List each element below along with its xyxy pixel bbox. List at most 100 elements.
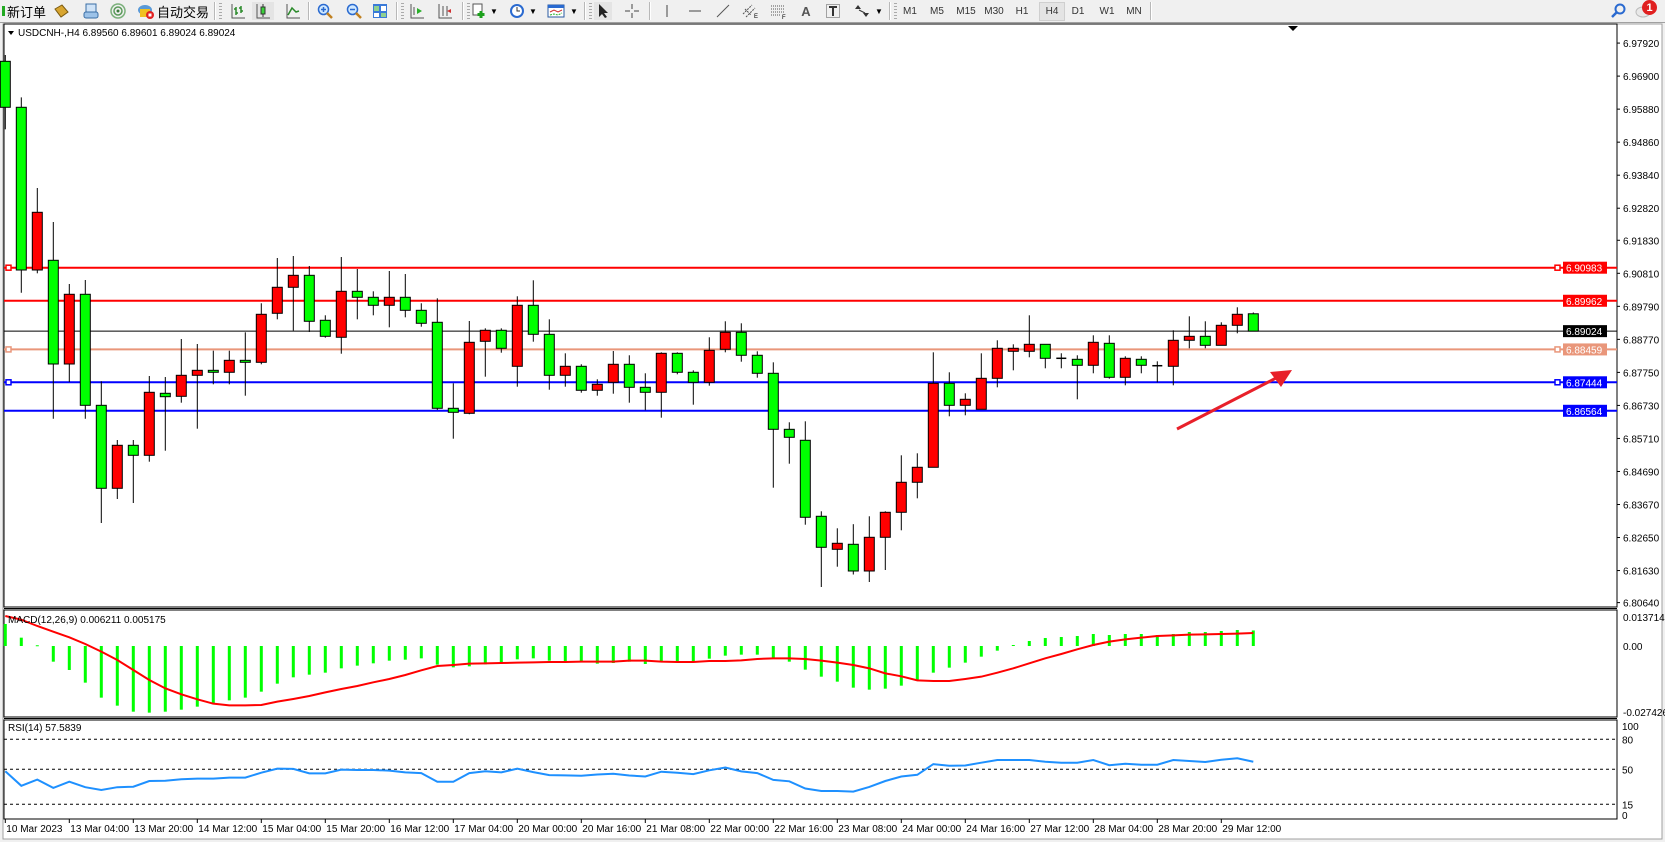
- candlestick-series: [0, 54, 1259, 587]
- timeframe-mn[interactable]: MN: [1126, 5, 1142, 17]
- candlestick-button[interactable]: [252, 2, 274, 20]
- timeframe-h4[interactable]: H4: [1039, 2, 1065, 21]
- candle: [703, 337, 715, 386]
- horizontal-line-button[interactable]: [686, 2, 704, 20]
- rsi-indicator: [4, 757, 1254, 793]
- candle-body: [1199, 335, 1211, 346]
- rsi-header: RSI(14) 57.5839: [8, 723, 82, 734]
- timeframe-m5[interactable]: M5: [930, 5, 944, 17]
- macd-histogram-bar: [195, 646, 199, 707]
- candle-body: [15, 106, 27, 271]
- templates-dropdown[interactable]: ▼: [570, 6, 578, 16]
- chart-menu-triangle-icon[interactable]: [8, 31, 14, 35]
- auto-trading-button[interactable]: 自动交易: [136, 2, 210, 20]
- zoom-out-button[interactable]: [344, 2, 364, 20]
- zoom-in-button[interactable]: [315, 2, 335, 20]
- candle: [351, 268, 363, 320]
- macd-axis-label: 0.013714: [1623, 613, 1665, 624]
- line-anchor-handle[interactable]: [5, 346, 12, 353]
- fibonacci-button[interactable]: F: [769, 2, 789, 20]
- timeframe-h1[interactable]: H1: [1015, 5, 1029, 17]
- candle-body: [367, 296, 379, 306]
- arrows-button[interactable]: [853, 2, 871, 20]
- timeframe-w1[interactable]: W1: [1099, 5, 1115, 17]
- equidistant-channel-icon: E: [742, 4, 758, 19]
- candle: [575, 364, 587, 393]
- line-anchor-handle[interactable]: [1554, 264, 1561, 271]
- candle-body: [1103, 342, 1115, 378]
- price-axis-label: 6.81630: [1623, 567, 1660, 578]
- timeframe-d1[interactable]: D1: [1071, 5, 1085, 17]
- macd-histogram-bar: [115, 646, 119, 706]
- macd-histogram-bar: [1187, 632, 1191, 646]
- horizontal-line-icon: [689, 10, 701, 12]
- cursor-button[interactable]: [594, 2, 612, 20]
- price-axis-label: 6.92820: [1623, 204, 1660, 215]
- candle-body: [815, 515, 827, 548]
- candle: [511, 296, 523, 387]
- time-axis-label: 29 Mar 12:00: [1222, 824, 1281, 835]
- templates-icon: [547, 4, 565, 18]
- candle: [175, 339, 187, 403]
- auto-scroll-button[interactable]: [407, 2, 427, 20]
- candle: [815, 511, 827, 587]
- candle: [879, 511, 891, 570]
- templates-button[interactable]: [546, 2, 566, 20]
- line-chart-button[interactable]: [283, 2, 303, 20]
- crosshair-button[interactable]: [623, 2, 641, 20]
- indicators-dropdown[interactable]: ▼: [490, 6, 498, 16]
- data-window-button[interactable]: [82, 2, 100, 20]
- periods-button[interactable]: [507, 2, 527, 20]
- candle-body: [719, 331, 731, 350]
- new-order-button[interactable]: 新订单: [2, 2, 46, 20]
- macd-histogram-bar: [99, 646, 103, 698]
- search-button[interactable]: [1609, 2, 1627, 20]
- line-anchor-handle[interactable]: [5, 264, 12, 271]
- candle: [95, 381, 107, 523]
- macd-histogram-bar: [547, 646, 551, 661]
- candle: [639, 373, 651, 411]
- signals-button[interactable]: [109, 2, 127, 20]
- candle: [335, 257, 347, 354]
- market-watch-button[interactable]: [52, 2, 70, 20]
- candle-body: [735, 331, 747, 356]
- timeframe-m30[interactable]: M30: [984, 5, 1004, 17]
- macd-histogram-bar: [275, 646, 279, 684]
- annotation-arrow-line[interactable]: [1176, 374, 1281, 431]
- equidistant-channel-button[interactable]: E: [741, 2, 761, 20]
- toolbar: 新订单 自动交易 ▼ ▼ ▼ E F A ▼ M1 M5 M15 M30 H1 H4 D1 W…: [0, 0, 1665, 23]
- annotation-arrow-head-icon[interactable]: [1270, 370, 1292, 387]
- macd-histogram-bar: [483, 646, 487, 665]
- time-axis-label: 17 Mar 04:00: [454, 824, 513, 835]
- macd-histogram-bar: [1171, 634, 1175, 646]
- vertical-line-button[interactable]: [658, 2, 676, 20]
- macd-histogram-bar: [3, 623, 7, 646]
- trendline-button[interactable]: [714, 2, 732, 20]
- new-order-label: 新订单: [7, 4, 47, 20]
- auto-trading-icon: [137, 5, 154, 19]
- current-price-tag: [1563, 325, 1607, 338]
- text-label-button[interactable]: [824, 2, 842, 20]
- indicators-button[interactable]: [470, 2, 490, 20]
- line-anchor-handle[interactable]: [5, 379, 12, 386]
- candle: [303, 265, 315, 333]
- candle: [127, 439, 139, 504]
- bar-chart-button[interactable]: [228, 2, 248, 20]
- text-button[interactable]: A: [798, 2, 814, 20]
- macd-histogram-bar: [611, 646, 615, 664]
- line-anchor-handle[interactable]: [1554, 346, 1561, 353]
- price-axis-label: 6.86730: [1623, 401, 1660, 412]
- macd-histogram-bar: [323, 646, 327, 673]
- timeframe-m15[interactable]: M15: [956, 5, 976, 17]
- timeframe-m1[interactable]: M1: [903, 5, 917, 17]
- candle-body: [239, 359, 251, 363]
- tile-windows-button[interactable]: [370, 2, 390, 20]
- periods-dropdown[interactable]: ▼: [529, 6, 537, 16]
- line-anchor-handle[interactable]: [1554, 379, 1561, 386]
- price-axis-label: 6.87750: [1623, 368, 1660, 379]
- macd-histogram-bar: [1155, 635, 1159, 646]
- arrows-dropdown[interactable]: ▼: [875, 6, 883, 16]
- chart-shift-marker-icon[interactable]: [1288, 26, 1298, 31]
- chart-shift-button[interactable]: [434, 2, 456, 20]
